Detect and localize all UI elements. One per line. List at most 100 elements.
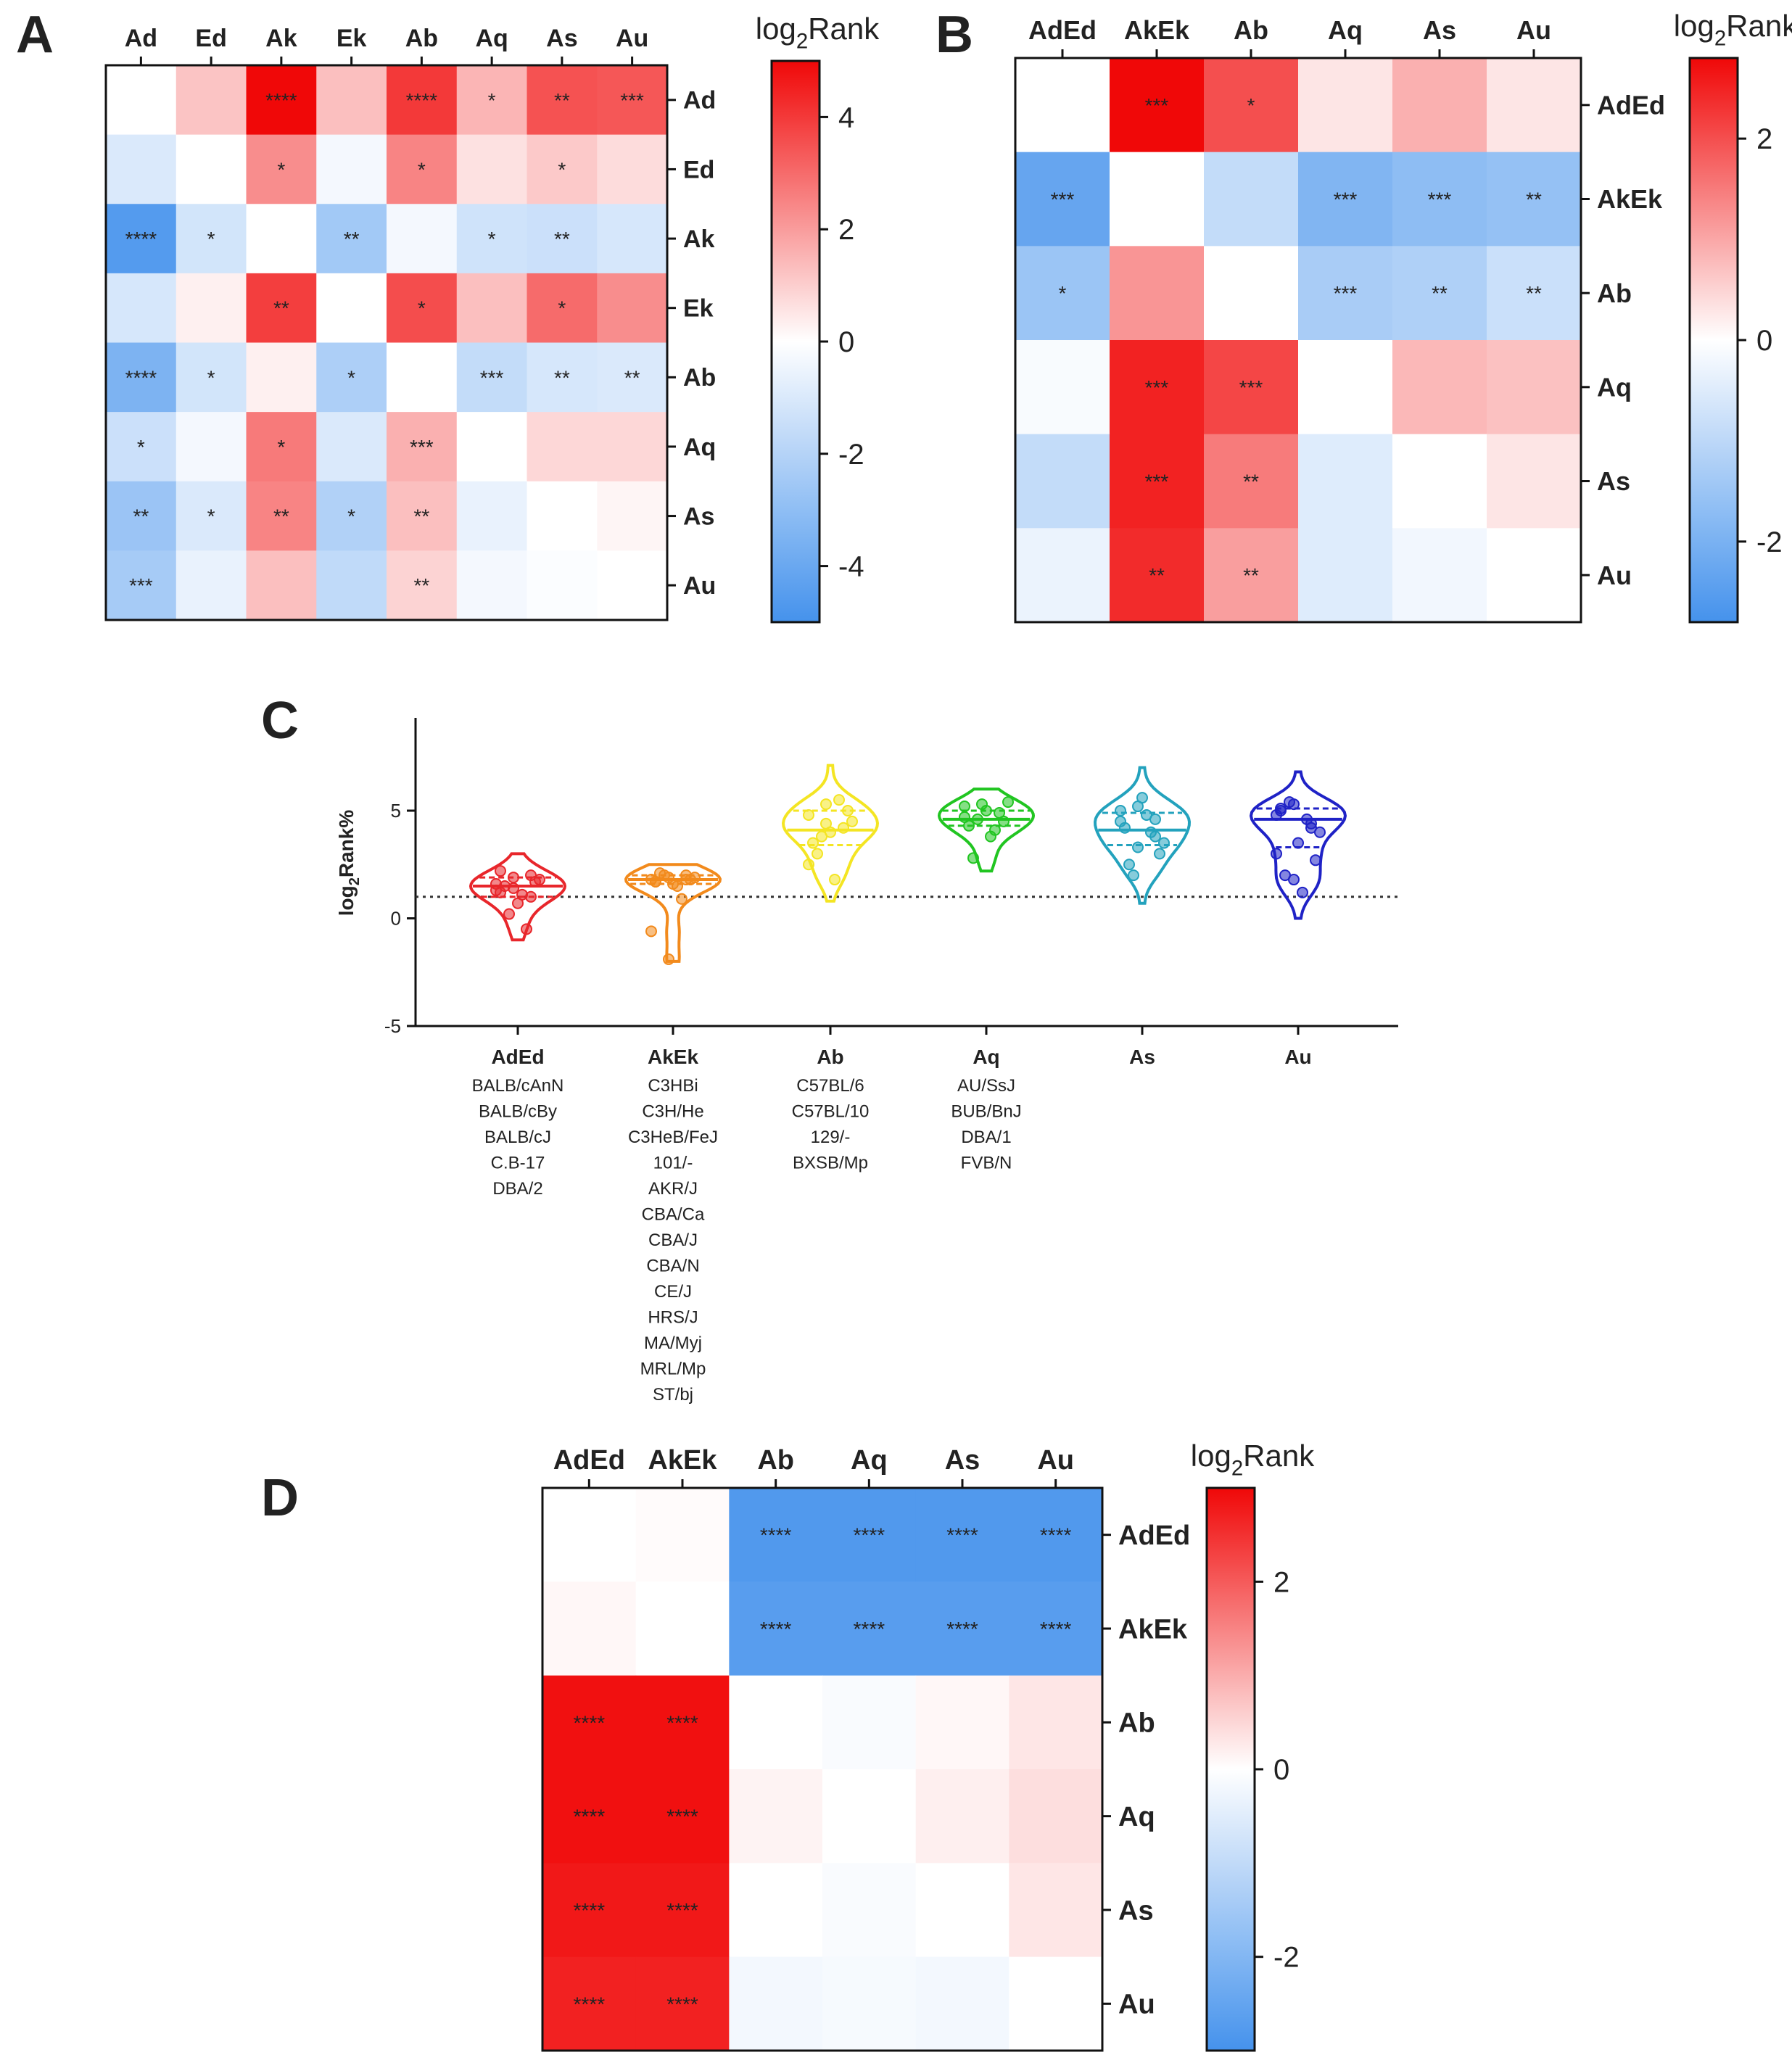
row-label: Ab bbox=[683, 364, 716, 392]
heatmap-cell bbox=[176, 65, 247, 136]
colorbar-tick-label: 2 bbox=[1273, 1566, 1289, 1598]
data-point bbox=[534, 874, 545, 886]
panel-c-violin-plot: C 5 0 -5 log2Rank% AdEd BALB/cAnN BALB/cBy BALB/… bbox=[261, 692, 1398, 1405]
row-label: As bbox=[683, 502, 714, 530]
strain-name: DBA/2 bbox=[492, 1179, 542, 1199]
row-label: Ab bbox=[1118, 1708, 1155, 1739]
heatmap-cell bbox=[729, 1581, 823, 1676]
panel-d-heatmap: D **** **** **** **** **** **** **** **** **** ***… bbox=[261, 1439, 1315, 2052]
heatmap-cell bbox=[316, 65, 387, 136]
y-tick-label: -5 bbox=[384, 1015, 401, 1037]
significance-stars: ** bbox=[273, 297, 289, 320]
heatmap-cell bbox=[1298, 434, 1393, 529]
heatmap-cell bbox=[1015, 340, 1110, 435]
significance-stars: ** bbox=[1243, 471, 1259, 493]
heatmap-cell bbox=[316, 342, 387, 413]
data-point bbox=[1275, 803, 1287, 815]
significance-stars: *** bbox=[1145, 471, 1169, 493]
significance-stars: **** bbox=[760, 1524, 792, 1547]
column-label: Ab bbox=[757, 1445, 794, 1476]
significance-stars: * bbox=[137, 436, 145, 458]
heatmap-cell bbox=[527, 550, 598, 621]
significance-stars: * bbox=[558, 158, 566, 181]
colorbar-tick-label: -2 bbox=[1273, 1942, 1300, 1974]
heatmap-cell bbox=[915, 1863, 1009, 1958]
significance-stars: **** bbox=[854, 1618, 885, 1640]
significance-stars: **** bbox=[946, 1524, 978, 1547]
significance-stars: ** bbox=[1243, 564, 1259, 587]
significance-stars: **** bbox=[854, 1524, 885, 1547]
column-label: As bbox=[1423, 15, 1456, 45]
row-label: As bbox=[1118, 1895, 1154, 1926]
colorbar-tick-label: -2 bbox=[1756, 526, 1783, 558]
heatmap-cell bbox=[729, 1769, 823, 1864]
data-point bbox=[676, 893, 688, 905]
heatmap-cell bbox=[316, 204, 387, 274]
group-label: As bbox=[1129, 1046, 1155, 1068]
data-point bbox=[1123, 859, 1135, 871]
heatmap-cell bbox=[456, 65, 528, 136]
heatmap-cell bbox=[1487, 528, 1582, 623]
heatmap-cell bbox=[1110, 152, 1205, 247]
strain-name: BALB/cBy bbox=[479, 1102, 557, 1122]
heatmap-cell bbox=[915, 1956, 1009, 2051]
heatmap-cell bbox=[176, 342, 247, 413]
strain-name: MA/Myj bbox=[644, 1333, 702, 1353]
data-point bbox=[967, 852, 979, 864]
heatmap-cell bbox=[822, 1675, 917, 1770]
significance-stars: **** bbox=[574, 1899, 606, 1922]
data-point bbox=[1284, 796, 1295, 808]
significance-stars: *** bbox=[1428, 189, 1452, 211]
heatmap-cell bbox=[1015, 58, 1110, 153]
heatmap-cell bbox=[387, 481, 458, 551]
heatmap-cell bbox=[635, 1863, 730, 1958]
column-label: As bbox=[945, 1445, 980, 1476]
heatmap-cell bbox=[822, 1863, 917, 1958]
heatmap-cell bbox=[387, 134, 458, 204]
colorbar-tick-label: -2 bbox=[838, 439, 864, 471]
group-label: AkEk bbox=[648, 1046, 698, 1068]
heatmap-cell bbox=[316, 550, 387, 621]
heatmap-cell bbox=[597, 481, 668, 551]
heatmap-cell bbox=[542, 1769, 637, 1864]
heatmap-cell bbox=[387, 204, 458, 274]
data-point bbox=[812, 848, 823, 860]
data-point bbox=[816, 830, 827, 843]
data-point bbox=[490, 884, 502, 896]
strain-name: 129/- bbox=[811, 1128, 851, 1147]
colorbar-tick-label: 4 bbox=[838, 102, 854, 133]
significance-stars: * bbox=[277, 158, 285, 181]
significance-stars: **** bbox=[666, 1993, 698, 2015]
heatmap-cell bbox=[822, 1769, 917, 1864]
heatmap-cell bbox=[597, 65, 668, 136]
heatmap-cell bbox=[246, 481, 317, 551]
significance-stars: * bbox=[558, 297, 566, 320]
heatmap-cell bbox=[822, 1488, 917, 1582]
column-label: Aq bbox=[1328, 15, 1363, 45]
heatmap-cell bbox=[597, 273, 668, 344]
heatmap-cell bbox=[246, 273, 317, 344]
data-point bbox=[521, 923, 532, 935]
row-label: Aq bbox=[1597, 372, 1632, 402]
strain-name: CBA/Ca bbox=[642, 1205, 705, 1225]
heatmap-cell bbox=[456, 550, 528, 621]
column-label: AdEd bbox=[1028, 15, 1097, 45]
heatmap-cell bbox=[456, 134, 528, 204]
y-tick-label: 5 bbox=[391, 800, 401, 822]
y-tick-label: 0 bbox=[391, 908, 401, 930]
heatmap-cell bbox=[527, 412, 598, 482]
heatmap-cell bbox=[1487, 246, 1582, 341]
heatmap-cell bbox=[1015, 434, 1110, 529]
heatmap-cell bbox=[635, 1769, 730, 1864]
significance-stars: ** bbox=[344, 228, 360, 250]
row-label: Au bbox=[1118, 1990, 1155, 2020]
heatmap-cell bbox=[527, 342, 598, 413]
strain-name: HRS/J bbox=[648, 1308, 698, 1328]
data-point bbox=[658, 869, 670, 882]
row-label: Aq bbox=[1118, 1802, 1155, 1832]
heatmap-cell bbox=[1204, 246, 1299, 341]
data-point bbox=[1154, 848, 1165, 860]
column-label: AkEk bbox=[648, 1445, 717, 1476]
column-label: As bbox=[546, 25, 577, 52]
heatmap-cell bbox=[1009, 1769, 1103, 1864]
